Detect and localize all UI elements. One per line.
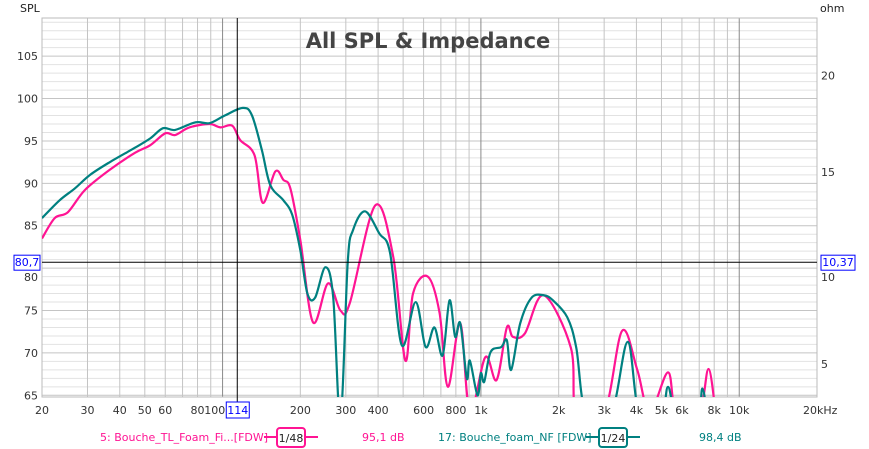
x-tick-label: 40	[113, 404, 127, 417]
legend: 5: Bouche_TL_Foam_Fi...[FDW] 1/48 95,1 d…	[100, 427, 742, 448]
y2-tick-labels: 5 10 15 20	[821, 70, 835, 371]
x-tick-label: 100	[204, 404, 225, 417]
y2-axis-label: ohm	[820, 2, 844, 15]
x-tick-label: 800	[445, 404, 466, 417]
x-tick-label: 1k	[474, 404, 488, 417]
y-tick-label: 95	[24, 135, 38, 148]
y2-tick-label: 10	[821, 271, 835, 284]
x-tick-label: 400	[368, 404, 389, 417]
x-tick-label: 5k	[655, 404, 669, 417]
curves	[42, 106, 716, 421]
cursor-y2-box	[820, 254, 856, 271]
x-tick-label: 2k	[552, 404, 566, 417]
x-tick-label: 60	[158, 404, 172, 417]
series-line-2[interactable]	[42, 106, 707, 421]
chart-title: All SPL & Impedance	[306, 29, 551, 53]
y-tick-label: 70	[24, 347, 38, 360]
x-tick-label: 8k	[708, 404, 722, 417]
grid	[41, 18, 818, 397]
legend-series-1-smoothing-box[interactable]	[276, 427, 306, 448]
y2-tick-label: 5	[821, 358, 828, 371]
x-tick-label: 200	[290, 404, 311, 417]
legend-series-1-name[interactable]: 5: Bouche_TL_Foam_Fi...[FDW]	[100, 431, 268, 444]
x-tick-label: 20kHz	[803, 404, 838, 417]
x-tick-label: 300	[335, 404, 356, 417]
plot-frame	[41, 17, 818, 398]
y-tick-label: 75	[24, 305, 38, 318]
legend-item-series-2[interactable]: 17: Bouche_foam_NF [FDW] 1/24 98,4 dB	[438, 427, 742, 448]
y-axis-label: SPL	[20, 2, 41, 15]
legend-item-series-1[interactable]: 5: Bouche_TL_Foam_Fi...[FDW] 1/48 95,1 d…	[100, 427, 405, 448]
legend-series-2-name[interactable]: 17: Bouche_foam_NF [FDW]	[438, 431, 592, 444]
x-tick-label: 20	[35, 404, 49, 417]
x-tick-label: 3k	[597, 404, 611, 417]
x-tick-label: 50	[138, 404, 152, 417]
cursor[interactable]: 114 80,7 10,37	[13, 18, 856, 419]
y-tick-label: 100	[17, 93, 38, 106]
legend-series-1-smoothing: 1/48	[279, 432, 304, 445]
y-tick-label: 80	[24, 271, 38, 284]
y2-tick-label: 20	[821, 70, 835, 83]
y-tick-label: 85	[24, 220, 38, 233]
cursor-x-box	[225, 401, 250, 419]
y-tick-label: 65	[24, 389, 38, 402]
x-tick-label: 10k	[729, 404, 750, 417]
y2-tick-label: 15	[821, 166, 835, 179]
x-tick-label: 600	[413, 404, 434, 417]
series-line-1[interactable]	[42, 122, 716, 421]
x-tick-label: 30	[80, 404, 94, 417]
cursor-y-box	[13, 254, 41, 271]
x-tick-label: 4k	[630, 404, 644, 417]
cursor-x-value: 114	[227, 404, 248, 417]
legend-series-1-value: 95,1 dB	[362, 431, 405, 444]
legend-series-2-smoothing: 1/24	[601, 432, 626, 445]
y-tick-label: 90	[24, 177, 38, 190]
x-tick-labels: 20 30 40 50 60 80 100 200 300 400 600 800 1k 2k 3k 4k 5k…	[35, 404, 838, 417]
x-tick-label: 80	[191, 404, 205, 417]
cursor-y2-value: 10,37	[822, 256, 854, 269]
cursor-y-value: 80,7	[15, 256, 40, 269]
legend-series-2-value: 98,4 dB	[699, 431, 742, 444]
y-tick-label: 105	[17, 50, 38, 63]
x-tick-label: 6k	[675, 404, 689, 417]
y-tick-labels: 65 70 75 80 85 90 95 100 105	[17, 50, 38, 402]
legend-series-2-smoothing-box[interactable]	[598, 427, 628, 448]
